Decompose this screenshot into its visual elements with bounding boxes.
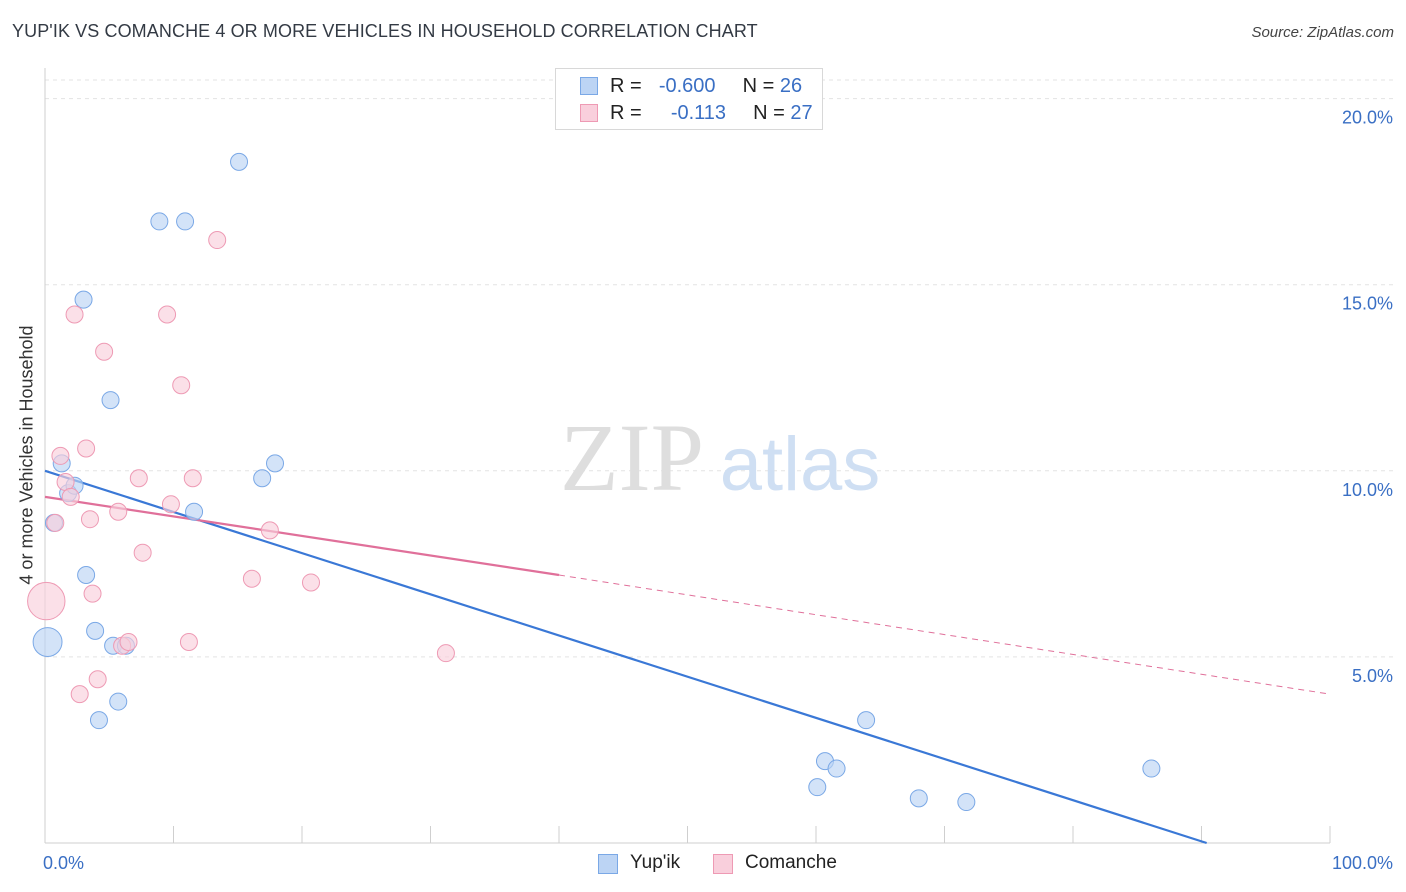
trend-line-yupik	[44, 469, 1207, 845]
data-point-yupik	[827, 759, 846, 778]
source-label: Source: ZipAtlas.com	[1251, 24, 1394, 41]
data-point-yupik	[1142, 759, 1161, 778]
y-tick-label: 15.0%	[1342, 294, 1393, 314]
data-point-yupik	[74, 290, 93, 309]
data-point-comanche	[129, 469, 148, 488]
data-point-yupik	[185, 502, 204, 521]
data-point-comanche	[133, 543, 152, 562]
legend-r-label: R =	[610, 75, 642, 97]
correlation-legend: R = -0.600 N = 26 R = -0.113 N = 27	[555, 68, 823, 130]
data-point-comanche	[70, 685, 89, 704]
data-point-comanche	[436, 644, 455, 663]
data-point-yupik	[77, 566, 96, 585]
legend-n-label: N =	[742, 75, 775, 97]
data-point-comanche	[183, 469, 202, 488]
data-point-yupik	[909, 789, 928, 808]
y-tick-label: 20.0%	[1342, 108, 1393, 128]
data-point-yupik	[808, 778, 827, 797]
data-points	[27, 152, 1161, 812]
data-point-comanche	[158, 305, 177, 324]
data-point-comanche	[179, 633, 198, 652]
data-point-yupik	[230, 152, 249, 171]
data-point-comanche	[83, 584, 102, 603]
data-point-comanche	[46, 513, 65, 532]
bottom-legend-label-yupik: Yup'ik	[630, 852, 681, 873]
data-point-comanche	[88, 670, 107, 689]
data-point-comanche	[119, 633, 138, 652]
data-point-comanche	[65, 305, 84, 324]
watermark: ZIP atlas	[560, 404, 880, 511]
bottom-legend-label-comanche: Comanche	[745, 852, 837, 873]
trend-line-dashed-comanche	[558, 574, 1331, 695]
y-tick-label: 10.0%	[1342, 480, 1393, 500]
data-point-comanche	[172, 376, 191, 395]
data-point-comanche	[77, 439, 96, 458]
grid-lines	[45, 79, 1395, 658]
legend-n-value-comanche: 27	[790, 102, 813, 124]
legend-r-value-yupik: -0.600	[658, 75, 716, 97]
axes	[44, 68, 1331, 844]
data-point-yupik	[89, 711, 108, 730]
trend-line-comanche	[44, 495, 560, 577]
trend-lines	[44, 469, 1331, 845]
data-point-comanche	[208, 231, 227, 250]
data-point-comanche	[95, 342, 114, 361]
watermark-zip: ZIP	[560, 404, 704, 511]
legend-r-value-comanche: -0.113	[670, 102, 727, 124]
data-point-comanche	[242, 569, 261, 588]
data-point-yupik	[109, 692, 128, 711]
bottom-legend-swatch-yupik	[598, 854, 618, 874]
x-tick-label: 100.0%	[1332, 853, 1393, 873]
data-point-comanche	[260, 521, 279, 540]
legend-swatch-yupik	[580, 77, 598, 95]
data-point-yupik	[957, 793, 976, 812]
x-tick-label: 0.0%	[43, 853, 84, 873]
data-point-comanche	[80, 510, 99, 529]
data-point-yupik	[86, 621, 105, 640]
data-point-comanche	[161, 495, 180, 514]
data-point-comanche	[27, 581, 66, 621]
data-point-yupik	[150, 212, 169, 231]
data-point-yupik	[101, 391, 120, 410]
legend-r-label: R =	[610, 102, 642, 124]
chart-title: YUP'IK VS COMANCHE 4 OR MORE VEHICLES IN…	[12, 21, 758, 41]
data-point-yupik	[253, 469, 272, 488]
data-point-comanche	[51, 446, 70, 465]
data-point-comanche	[109, 502, 128, 521]
data-point-comanche	[301, 573, 320, 592]
legend-swatch-comanche	[580, 104, 598, 122]
data-point-yupik	[176, 212, 195, 231]
watermark-atlas: atlas	[720, 422, 881, 507]
legend-n-value-yupik: 26	[779, 75, 803, 97]
data-point-yupik	[857, 711, 876, 730]
legend-n-label: N =	[753, 102, 785, 124]
data-point-yupik	[32, 627, 63, 657]
data-point-comanche	[61, 487, 80, 506]
data-point-yupik	[266, 454, 285, 473]
y-tick-label: 5.0%	[1352, 666, 1393, 686]
bottom-legend-swatch-comanche	[713, 854, 733, 874]
y-axis-label: 4 or more Vehicles in Household	[16, 325, 37, 585]
tick-labels: 5.0% 10.0% 15.0% 20.0% 0.0% 100.0%	[43, 108, 1393, 873]
